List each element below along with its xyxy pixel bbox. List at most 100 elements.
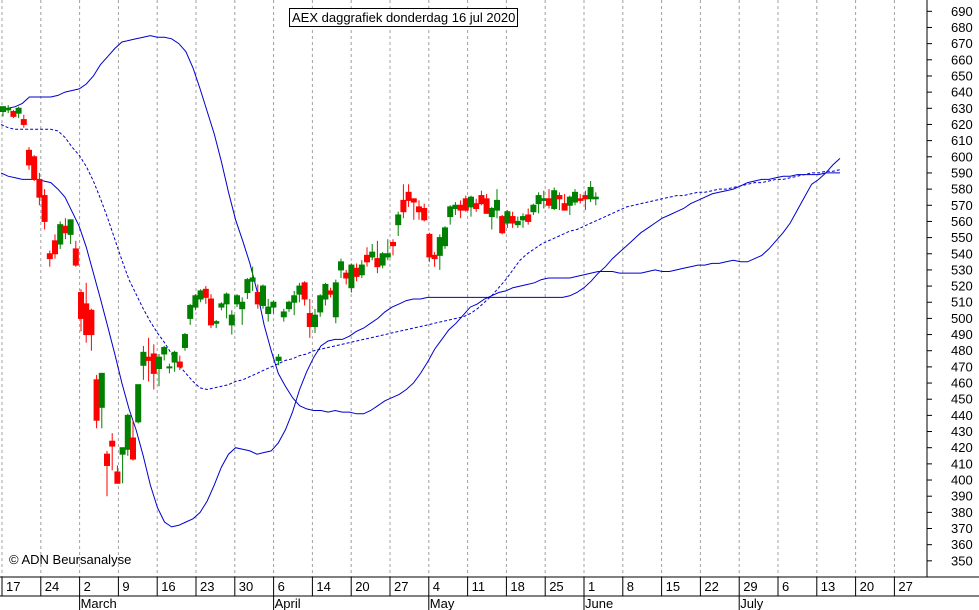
x-tick-label: 15 bbox=[666, 579, 680, 594]
x-tick-label: 25 bbox=[549, 579, 563, 594]
month-label: March bbox=[81, 596, 117, 610]
candle-body bbox=[306, 313, 313, 327]
candle-body bbox=[270, 301, 277, 308]
candle-body bbox=[98, 372, 105, 408]
candle-body bbox=[587, 186, 594, 200]
candle-body bbox=[457, 204, 464, 211]
candle-body bbox=[62, 225, 69, 234]
candle-body bbox=[223, 293, 230, 305]
candle-body bbox=[36, 178, 43, 198]
candle-body bbox=[436, 237, 443, 256]
y-tick-label: 430 bbox=[951, 424, 973, 439]
month-label: May bbox=[430, 596, 455, 610]
candle-body bbox=[67, 219, 74, 235]
candle-body bbox=[431, 254, 438, 260]
candle-body bbox=[395, 214, 402, 226]
candle-body bbox=[208, 298, 214, 326]
candle-body bbox=[0, 106, 6, 113]
candle-body bbox=[187, 304, 194, 319]
x-tick-label: 14 bbox=[316, 579, 330, 594]
candle-body bbox=[577, 198, 584, 201]
candle-body bbox=[520, 216, 526, 221]
x-tick-label: 17 bbox=[6, 579, 20, 594]
upper-band-line bbox=[0, 35, 841, 415]
candle-body bbox=[197, 290, 204, 300]
candle-body bbox=[254, 292, 261, 305]
candle-body bbox=[57, 224, 64, 245]
y-tick-label: 580 bbox=[951, 182, 973, 197]
x-tick-label: 16 bbox=[161, 579, 175, 594]
candle-body bbox=[317, 295, 324, 313]
candle-body bbox=[239, 301, 246, 310]
candle-body bbox=[473, 203, 480, 209]
month-label: July bbox=[740, 596, 764, 610]
x-tick-label: 6 bbox=[278, 579, 285, 594]
candle-body bbox=[561, 203, 568, 211]
candle-body bbox=[124, 414, 131, 450]
candle-body bbox=[234, 295, 240, 305]
candles bbox=[0, 105, 599, 497]
y-tick-label: 640 bbox=[951, 85, 973, 100]
candle-body bbox=[46, 253, 53, 260]
y-tick-label: 410 bbox=[951, 456, 973, 471]
y-tick-label: 510 bbox=[951, 295, 973, 310]
candle-body bbox=[228, 314, 235, 326]
candle-body bbox=[176, 361, 183, 368]
candle-body bbox=[327, 290, 334, 295]
month-label: June bbox=[585, 596, 613, 610]
candle-body bbox=[566, 196, 573, 206]
candle-body bbox=[379, 253, 386, 266]
candle-body bbox=[452, 204, 459, 209]
candle-body bbox=[426, 233, 433, 258]
x-tick-label: 20 bbox=[860, 579, 874, 594]
candle-body bbox=[442, 227, 448, 247]
candle-body bbox=[384, 253, 391, 258]
candle-body bbox=[483, 198, 490, 214]
candle-body bbox=[130, 437, 136, 460]
y-tick-label: 370 bbox=[951, 521, 973, 536]
x-tick-label: 20 bbox=[355, 579, 369, 594]
y-tick-label: 680 bbox=[951, 20, 973, 35]
candle-body bbox=[26, 149, 32, 166]
candle-body bbox=[592, 196, 599, 200]
candle-body bbox=[468, 196, 474, 208]
candle-body bbox=[52, 240, 58, 255]
x-tick-label: 4 bbox=[433, 579, 440, 594]
candle-body bbox=[509, 216, 516, 224]
candle-body bbox=[88, 309, 95, 336]
y-tick-label: 540 bbox=[951, 246, 973, 261]
candle-body bbox=[296, 285, 303, 295]
candle-body bbox=[405, 191, 412, 201]
y-tick-label: 350 bbox=[951, 553, 973, 568]
candle-body bbox=[540, 198, 547, 201]
candle-body bbox=[525, 214, 532, 222]
y-tick-label: 480 bbox=[951, 343, 973, 358]
candle-body bbox=[213, 321, 220, 324]
y-tick-label: 630 bbox=[951, 101, 973, 116]
candle-body bbox=[109, 440, 116, 447]
y-tick-label: 380 bbox=[951, 505, 973, 520]
candle-body bbox=[535, 195, 542, 205]
candle-body bbox=[494, 199, 500, 211]
candle-body bbox=[166, 366, 173, 369]
candle-body bbox=[260, 285, 266, 306]
candle-body bbox=[41, 195, 48, 222]
candle-body bbox=[462, 198, 469, 211]
y-tick-label: 560 bbox=[951, 214, 973, 229]
x-tick-label: 6 bbox=[782, 579, 789, 594]
candle-body bbox=[358, 264, 365, 276]
candle-body bbox=[202, 288, 209, 298]
candle-body bbox=[20, 119, 27, 125]
y-tick-label: 460 bbox=[951, 376, 973, 391]
x-tick-label: 2 bbox=[84, 579, 91, 594]
candle-body bbox=[31, 156, 38, 180]
candle-body bbox=[410, 198, 417, 203]
x-tick-label: 27 bbox=[898, 579, 912, 594]
candle-body bbox=[145, 356, 152, 361]
y-tick-label: 520 bbox=[951, 279, 973, 294]
x-tick-label: 30 bbox=[239, 579, 253, 594]
x-tick-label: 1 bbox=[588, 579, 595, 594]
copyright-text: © ADN Beursanalyse bbox=[9, 552, 132, 567]
x-tick-label: 22 bbox=[704, 579, 718, 594]
y-tick-label: 440 bbox=[951, 408, 973, 423]
